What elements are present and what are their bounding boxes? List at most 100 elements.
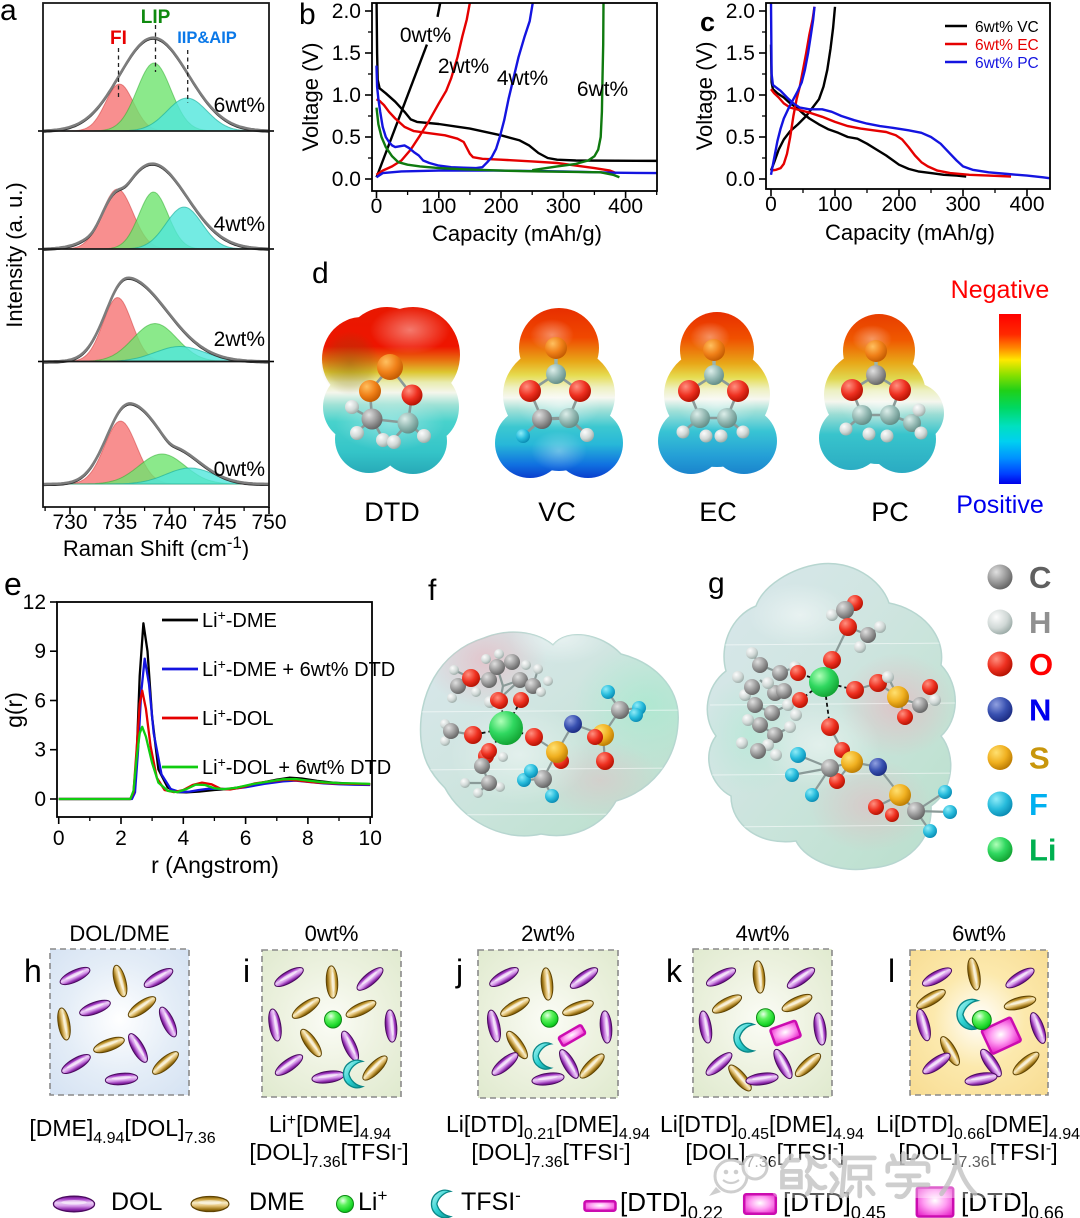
svg-text:Negative: Negative xyxy=(951,276,1050,304)
svg-text:730: 730 xyxy=(52,511,87,534)
svg-text:6: 6 xyxy=(240,827,252,850)
svg-text:4wt%: 4wt% xyxy=(214,213,265,236)
svg-text:735: 735 xyxy=(102,511,137,534)
svg-text:i: i xyxy=(243,953,250,989)
svg-text:Positive: Positive xyxy=(956,491,1044,519)
svg-text:0wt%: 0wt% xyxy=(305,921,359,946)
svg-text:Raman Shift (cm-1): Raman Shift (cm-1) xyxy=(63,533,249,560)
svg-text:740: 740 xyxy=(152,511,187,534)
svg-text:100: 100 xyxy=(817,193,852,216)
svg-text:DME: DME xyxy=(249,1188,305,1216)
svg-text:300: 300 xyxy=(546,195,581,218)
svg-text:200: 200 xyxy=(483,195,518,218)
svg-text:DOL: DOL xyxy=(111,1188,163,1216)
svg-text:12: 12 xyxy=(23,591,46,614)
svg-text:l: l xyxy=(888,953,895,989)
svg-text:9: 9 xyxy=(34,640,46,663)
svg-text:H: H xyxy=(1029,605,1051,640)
svg-text:3: 3 xyxy=(34,739,46,762)
svg-text:0.0: 0.0 xyxy=(332,168,361,191)
svg-text:a: a xyxy=(0,0,17,27)
svg-text:8: 8 xyxy=(302,827,314,850)
svg-text:k: k xyxy=(666,953,683,989)
svg-text:0wt%: 0wt% xyxy=(214,458,265,481)
svg-text:0: 0 xyxy=(34,788,46,811)
svg-text:Li+-DOL + 6wt% DTD: Li+-DOL + 6wt% DTD xyxy=(202,754,391,779)
svg-text:[DTD]0.22: [DTD]0.22 xyxy=(620,1187,723,1218)
svg-text:0.0: 0.0 xyxy=(726,168,755,191)
svg-text:0wt%: 0wt% xyxy=(400,24,451,47)
svg-text:6wt% VC: 6wt% VC xyxy=(975,19,1039,36)
svg-text:Voltage (V): Voltage (V) xyxy=(298,43,323,152)
svg-text:[DOL]7.36[TFSI-]: [DOL]7.36[TFSI-] xyxy=(471,1139,630,1171)
svg-text:Li+-DME: Li+-DME xyxy=(202,607,277,632)
svg-text:S: S xyxy=(1029,741,1050,776)
svg-text:Li+-DOL: Li+-DOL xyxy=(202,705,274,730)
svg-text:2wt%: 2wt% xyxy=(438,55,489,78)
svg-text:6wt% PC: 6wt% PC xyxy=(975,55,1039,72)
svg-text:10: 10 xyxy=(359,827,382,850)
svg-text:g: g xyxy=(708,567,725,600)
svg-text:2wt%: 2wt% xyxy=(214,328,265,351)
svg-text:Capacity (mAh/g): Capacity (mAh/g) xyxy=(825,220,995,245)
svg-text:LIP: LIP xyxy=(141,7,171,28)
svg-text:F: F xyxy=(1029,787,1048,822)
svg-text:4wt%: 4wt% xyxy=(497,67,548,90)
svg-text:C: C xyxy=(1029,560,1051,595)
svg-text:r (Angstrom): r (Angstrom) xyxy=(151,852,279,878)
svg-text:O: O xyxy=(1029,647,1053,682)
svg-text:h: h xyxy=(24,953,42,989)
svg-text:6wt% EC: 6wt% EC xyxy=(975,37,1039,54)
svg-text:g(r): g(r) xyxy=(1,692,27,728)
svg-text:2.0: 2.0 xyxy=(726,0,755,23)
svg-text:d: d xyxy=(312,257,329,290)
svg-text:Li+: Li+ xyxy=(358,1186,387,1216)
svg-text:DTD: DTD xyxy=(364,497,420,527)
svg-text:6wt%: 6wt% xyxy=(577,78,628,101)
svg-text:1.0: 1.0 xyxy=(332,84,361,107)
svg-text:0.5: 0.5 xyxy=(726,126,755,149)
svg-text:[DME]4.94[DOL]7.36: [DME]4.94[DOL]7.36 xyxy=(29,1115,215,1147)
svg-text:0: 0 xyxy=(53,827,65,850)
svg-text:f: f xyxy=(428,574,437,607)
svg-text:1.5: 1.5 xyxy=(726,42,755,65)
svg-text:2wt%: 2wt% xyxy=(521,921,575,946)
svg-text:300: 300 xyxy=(945,193,980,216)
svg-text:TFSI-: TFSI- xyxy=(461,1186,521,1216)
svg-text:DOL/DME: DOL/DME xyxy=(69,921,169,946)
svg-text:e: e xyxy=(4,566,22,602)
svg-text:6: 6 xyxy=(34,690,46,713)
svg-text:c: c xyxy=(700,7,715,37)
svg-text:0: 0 xyxy=(765,193,777,216)
svg-text:4wt%: 4wt% xyxy=(736,921,790,946)
svg-text:745: 745 xyxy=(202,511,237,534)
svg-text:4: 4 xyxy=(177,827,189,850)
svg-text:FI: FI xyxy=(110,28,127,49)
svg-text:6wt%: 6wt% xyxy=(952,921,1006,946)
svg-text:400: 400 xyxy=(1009,193,1044,216)
svg-text:100: 100 xyxy=(421,195,456,218)
svg-text:200: 200 xyxy=(881,193,916,216)
svg-text:PC: PC xyxy=(871,497,909,527)
svg-text:1.0: 1.0 xyxy=(726,84,755,107)
svg-text:Intensity (a. u.): Intensity (a. u.) xyxy=(2,182,27,328)
svg-text:0: 0 xyxy=(371,195,383,218)
svg-text:6wt%: 6wt% xyxy=(214,94,265,117)
svg-text:2: 2 xyxy=(115,827,127,850)
svg-text:EC: EC xyxy=(699,497,737,527)
svg-text:400: 400 xyxy=(608,195,643,218)
svg-text:b: b xyxy=(299,0,316,31)
svg-text:Li: Li xyxy=(1029,833,1057,868)
svg-text:N: N xyxy=(1029,693,1051,728)
svg-text:VC: VC xyxy=(538,497,576,527)
svg-text:[DOL]7.36[TFSI-]: [DOL]7.36[TFSI-] xyxy=(249,1139,408,1171)
svg-text:2.0: 2.0 xyxy=(332,0,361,23)
svg-text:1.5: 1.5 xyxy=(332,42,361,65)
svg-text:Li+-DME + 6wt% DTD: Li+-DME + 6wt% DTD xyxy=(202,656,395,681)
svg-text:0.5: 0.5 xyxy=(332,126,361,149)
svg-text:j: j xyxy=(455,953,463,989)
svg-text:750: 750 xyxy=(251,511,286,534)
svg-text:IIP&AIP: IIP&AIP xyxy=(177,29,237,47)
svg-text:Voltage (V): Voltage (V) xyxy=(692,42,717,151)
svg-text:Capacity (mAh/g): Capacity (mAh/g) xyxy=(432,221,602,246)
